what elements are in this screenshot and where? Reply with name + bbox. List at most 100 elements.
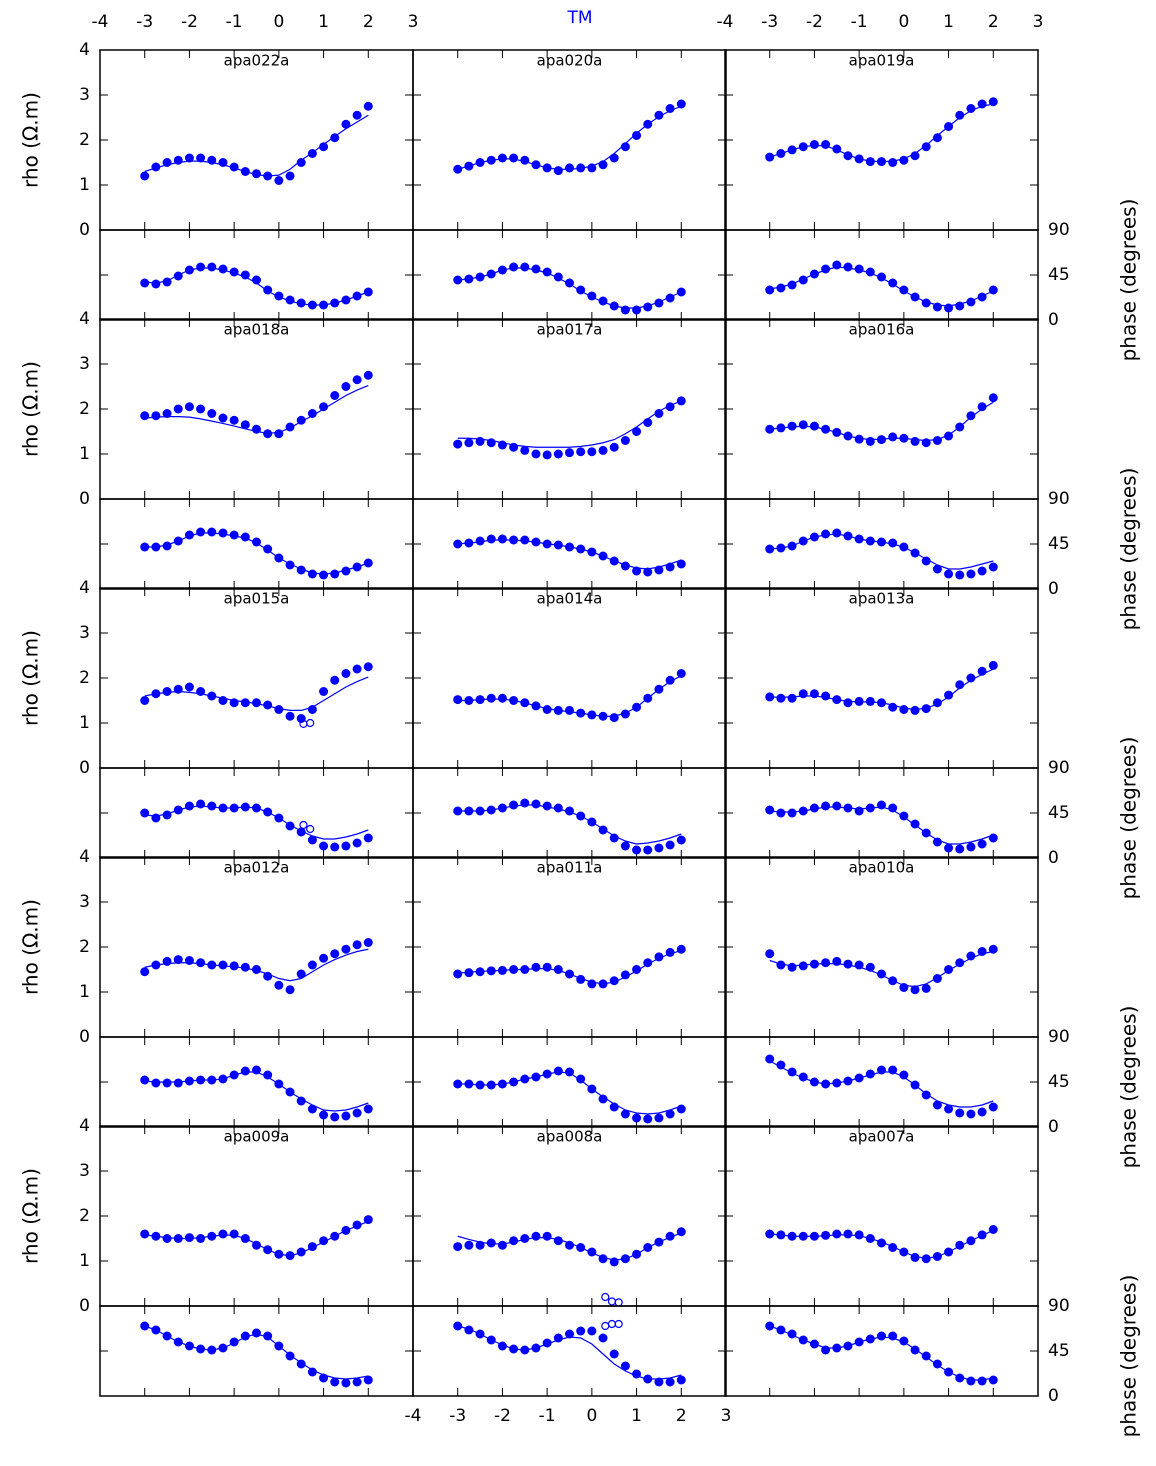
- data-point: [899, 155, 909, 165]
- data-point: [910, 292, 920, 302]
- data-point: [565, 806, 574, 816]
- data-point: [218, 696, 228, 705]
- data-point: [497, 803, 507, 813]
- data-point: [509, 1236, 519, 1246]
- data-point: [229, 530, 239, 540]
- data-point: [240, 420, 250, 430]
- data-point: [787, 808, 797, 818]
- data-point: [787, 280, 797, 290]
- data-point: [140, 808, 150, 818]
- data-point: [966, 842, 976, 852]
- data-point: [140, 1321, 150, 1331]
- data-point: [576, 447, 586, 457]
- data-point: [285, 821, 295, 831]
- data-point: [184, 1341, 194, 1351]
- data-point: [798, 142, 808, 152]
- y-tick-label: 2: [79, 399, 90, 419]
- data-point: [229, 1229, 239, 1239]
- y-tick-label: 4: [79, 1116, 90, 1136]
- data-point: [363, 1375, 373, 1385]
- y-axis-label: rho (Ω.m): [19, 630, 43, 726]
- data-point: [464, 806, 474, 816]
- y-tick-label: 4: [79, 40, 90, 60]
- data-point: [854, 534, 864, 544]
- data-point: [475, 1240, 485, 1250]
- data-point: [598, 979, 608, 989]
- y-tick-label: 3: [79, 354, 90, 374]
- data-point: [776, 423, 786, 433]
- data-point: [140, 696, 150, 705]
- data-point: [944, 843, 954, 853]
- data-point: [218, 1229, 228, 1239]
- data-point: [910, 819, 920, 829]
- data-point: [821, 801, 831, 811]
- data-point: [587, 547, 597, 557]
- data-point: [464, 274, 474, 284]
- data-point: [843, 803, 853, 813]
- data-point: [151, 689, 161, 699]
- data-point: [184, 801, 194, 811]
- data-point: [542, 450, 552, 460]
- data-point: [654, 409, 664, 418]
- data-point: [341, 1225, 351, 1235]
- data-point: [988, 944, 998, 954]
- data-point: [509, 262, 519, 272]
- data-point: [196, 1234, 206, 1243]
- data-point: [809, 689, 819, 699]
- data-point: [296, 158, 306, 167]
- data-point: [932, 698, 942, 708]
- data-point: [899, 1336, 909, 1346]
- data-point: [497, 1079, 507, 1089]
- data-point: [218, 264, 228, 274]
- y-axis-label: rho (Ω.m): [19, 92, 43, 188]
- data-point: [330, 675, 340, 685]
- data-point: [363, 1215, 373, 1225]
- y-tick-label: 4: [79, 578, 90, 598]
- data-point: [207, 155, 217, 165]
- data-point: [173, 805, 183, 815]
- data-point: [809, 1231, 819, 1241]
- y-tick-label: 3: [79, 892, 90, 912]
- data-point: [307, 1104, 317, 1114]
- data-point: [632, 427, 642, 436]
- data-point: [565, 448, 574, 458]
- masked-point: [607, 1297, 617, 1306]
- data-point: [676, 835, 686, 845]
- data-point: [285, 422, 295, 432]
- data-point: [632, 131, 642, 140]
- data-point: [877, 1065, 886, 1075]
- data-point: [587, 817, 597, 827]
- data-point: [921, 298, 931, 308]
- data-point: [966, 1109, 976, 1119]
- data-point: [330, 569, 340, 579]
- data-point: [821, 691, 831, 701]
- data-point: [865, 436, 875, 446]
- data-point: [888, 158, 898, 167]
- data-point: [553, 272, 563, 282]
- data-point: [218, 960, 228, 970]
- x-tick-label: 1: [943, 12, 954, 32]
- data-point: [944, 690, 954, 700]
- data-point: [832, 144, 842, 154]
- model-line: [144, 1071, 369, 1112]
- data-point: [643, 119, 653, 129]
- y-tick-label: 2: [79, 130, 90, 150]
- data-point: [609, 976, 619, 986]
- data-point: [988, 1225, 998, 1234]
- data-point: [776, 1060, 786, 1070]
- data-point: [576, 285, 586, 295]
- data-point: [565, 278, 574, 288]
- data-point: [977, 1376, 987, 1386]
- data-point: [988, 1375, 998, 1385]
- masked-point: [601, 1321, 610, 1331]
- data-point: [453, 439, 463, 449]
- data-point: [162, 158, 172, 167]
- data-point: [341, 295, 351, 305]
- x-tick-label: 0: [586, 1406, 597, 1426]
- data-point: [798, 420, 808, 430]
- data-point: [843, 151, 853, 161]
- data-point: [352, 838, 362, 848]
- y2-axis-label: phase (degrees): [1117, 737, 1141, 900]
- data-point: [576, 1074, 586, 1084]
